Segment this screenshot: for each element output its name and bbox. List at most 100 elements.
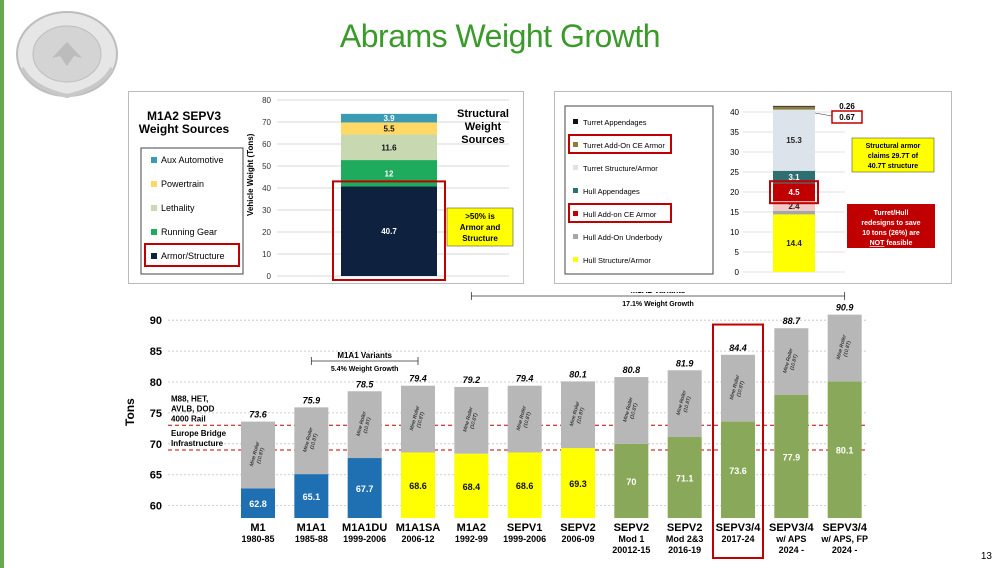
chart2-ytick: 20 [730,188,739,197]
chart2-bar-segment [773,109,815,171]
chart2-callout-text: Structural armor [866,143,921,150]
chart2-leader-line [814,112,833,117]
chart2-ytick: 5 [735,248,740,257]
chart2-top-label: 0.26 [839,102,855,111]
chart2-ytick: 25 [730,168,739,177]
chart1-legend-swatch [151,253,157,259]
chart2-legend-swatch [573,188,578,193]
chart2-ytick: 10 [730,228,739,237]
chart3-bar-base [667,437,702,518]
page-number: 13 [980,551,992,562]
chart1-ytick: 80 [262,96,271,105]
chart3-bar-roller [507,385,542,453]
chart2-bar-segment [773,106,815,110]
chart1-legend-box [140,147,244,275]
chart3-bar-roller [561,381,595,449]
chart1-legend-swatch [151,181,157,187]
chart3-group-subtitle: 5.4% Weight Growth [331,366,399,373]
chart3-ytick: 65 [150,470,162,482]
chart1-bar-label: 40.7 [381,227,397,236]
chart1-bar-segment [341,122,437,135]
chart1-title-line2: Weight Sources [139,122,230,136]
chart1-legend-swatch [151,205,157,211]
chart3-bar-value: 69.3 [569,479,587,489]
chart1-ytick: 30 [262,206,271,215]
chart2-legend-label: Hull Structure/Armor [583,256,651,265]
chart2-callout-structural [851,137,935,173]
chart3-bar-total: 79.2 [463,375,481,385]
chart2-highlight-box [769,180,819,205]
chart1-ytick: 10 [262,250,271,259]
chart3-category-sub: Mod 2&3 [666,534,704,544]
chart2-legend-swatch [573,211,578,216]
chart3-category-sub: 1992-99 [455,534,488,544]
chart3-category-label: SEPV1 [507,522,542,534]
chart2-ytick: 30 [730,148,739,157]
chart3-bar-total: 84.4 [729,343,747,353]
chart3-category-label: SEPV2 [614,522,649,534]
chart3-bar-base [827,381,862,518]
chart2-bar-segment [773,170,815,184]
army-science-board-seal [16,11,118,99]
chart2-bar-segment [773,105,815,107]
chart2-bar-label: 3.1 [788,173,800,182]
chart3-category-label: SEPV3/4 [822,522,868,534]
chart3-bar-total: 90.9 [836,303,854,313]
chart3-bar-roller [294,407,329,475]
chart1-bar-segment [341,113,437,123]
chart3-ytick: 90 [150,315,162,327]
chart3-category-sub: 2006-12 [401,534,434,544]
chart2-label-highlight [831,110,863,124]
chart3-ytick: 85 [150,346,162,358]
chart3-bar-roller [721,354,755,422]
structural-breakdown-panel: 0510152025303540Weight (Tons)14.42.44.53… [554,91,952,284]
chart3-category-sub: 20012-15 [612,545,650,555]
chart2-callout-redesign-text: NOT feasible [870,240,913,247]
chart3-reference-label: 4000 Rail [171,414,206,423]
chart3-category-sub: 1999-2006 [503,534,546,544]
chart2-ytick: 40 [730,108,739,117]
chart2-callout-redesign-text: redesigns to save [861,220,920,227]
chart3-bar-value: 68.6 [409,481,427,491]
chart3-category-label: M1A1SA [396,522,441,534]
chart1-bar-label: 12 [385,169,394,178]
chart1-highlight-box [332,180,446,281]
chart2-bar-label: 15.3 [786,136,802,145]
chart1-ytick: 0 [267,272,272,281]
chart2-legend-label: Hull Appendages [583,187,640,196]
chart3-category-label: M1 [250,522,265,534]
chart2-legend-label: Hull Add-on CE Armor [583,210,657,219]
chart1-legend-label: Aux Automotive [161,155,224,165]
chart1-legend-label: Armor/Structure [161,251,225,261]
chart2-bar-segment [773,210,815,215]
chart3-category-label: M1A2 [457,522,486,534]
chart2-bar-label: 4.5 [788,188,800,197]
chart3-ytick: 75 [150,408,162,420]
chart1-side-title-line2: Weight [465,121,502,133]
weight-sources-panel: M1A2 SEPV3 Weight Sources 0 10 20 30 40 50 60 70 8… [128,91,524,284]
chart3-bar-total: 81.9 [676,358,694,368]
chart2-ytick: 35 [730,128,739,137]
chart3-category-sub: 1999-2006 [343,534,386,544]
chart3-group-title: M1A1 Variants [337,351,392,360]
chart2-legend-swatch [573,165,578,170]
chart1-bar-segment [341,186,437,276]
page-title: Abrams Weight Growth [339,18,661,54]
chart3-bar-value: 80.1 [836,446,854,456]
chart3-bar-roller [774,328,809,395]
chart3-reference-label: Europe Bridge [171,429,227,438]
chart1-side-title-line3: Sources [461,134,504,146]
chart3-bar-value: 68.6 [516,481,534,491]
chart3-bar-value: 68.4 [463,482,481,492]
chart3-bar-roller [241,421,275,489]
chart1-bar-label: 11.6 [381,143,397,152]
chart3-bar-value: 67.7 [356,484,374,494]
chart1-ylabel: Vehicle Weight (Tons) [246,133,255,216]
chart3-group-title: M1A2 Variants [631,292,686,295]
chart3-bar-roller [827,314,862,382]
chart3-category-sub: 2024 - [779,545,805,555]
chart3-ytick: 60 [150,501,162,513]
chart3-bar-value: 70 [626,477,636,487]
chart2-bar-segment [773,183,815,202]
